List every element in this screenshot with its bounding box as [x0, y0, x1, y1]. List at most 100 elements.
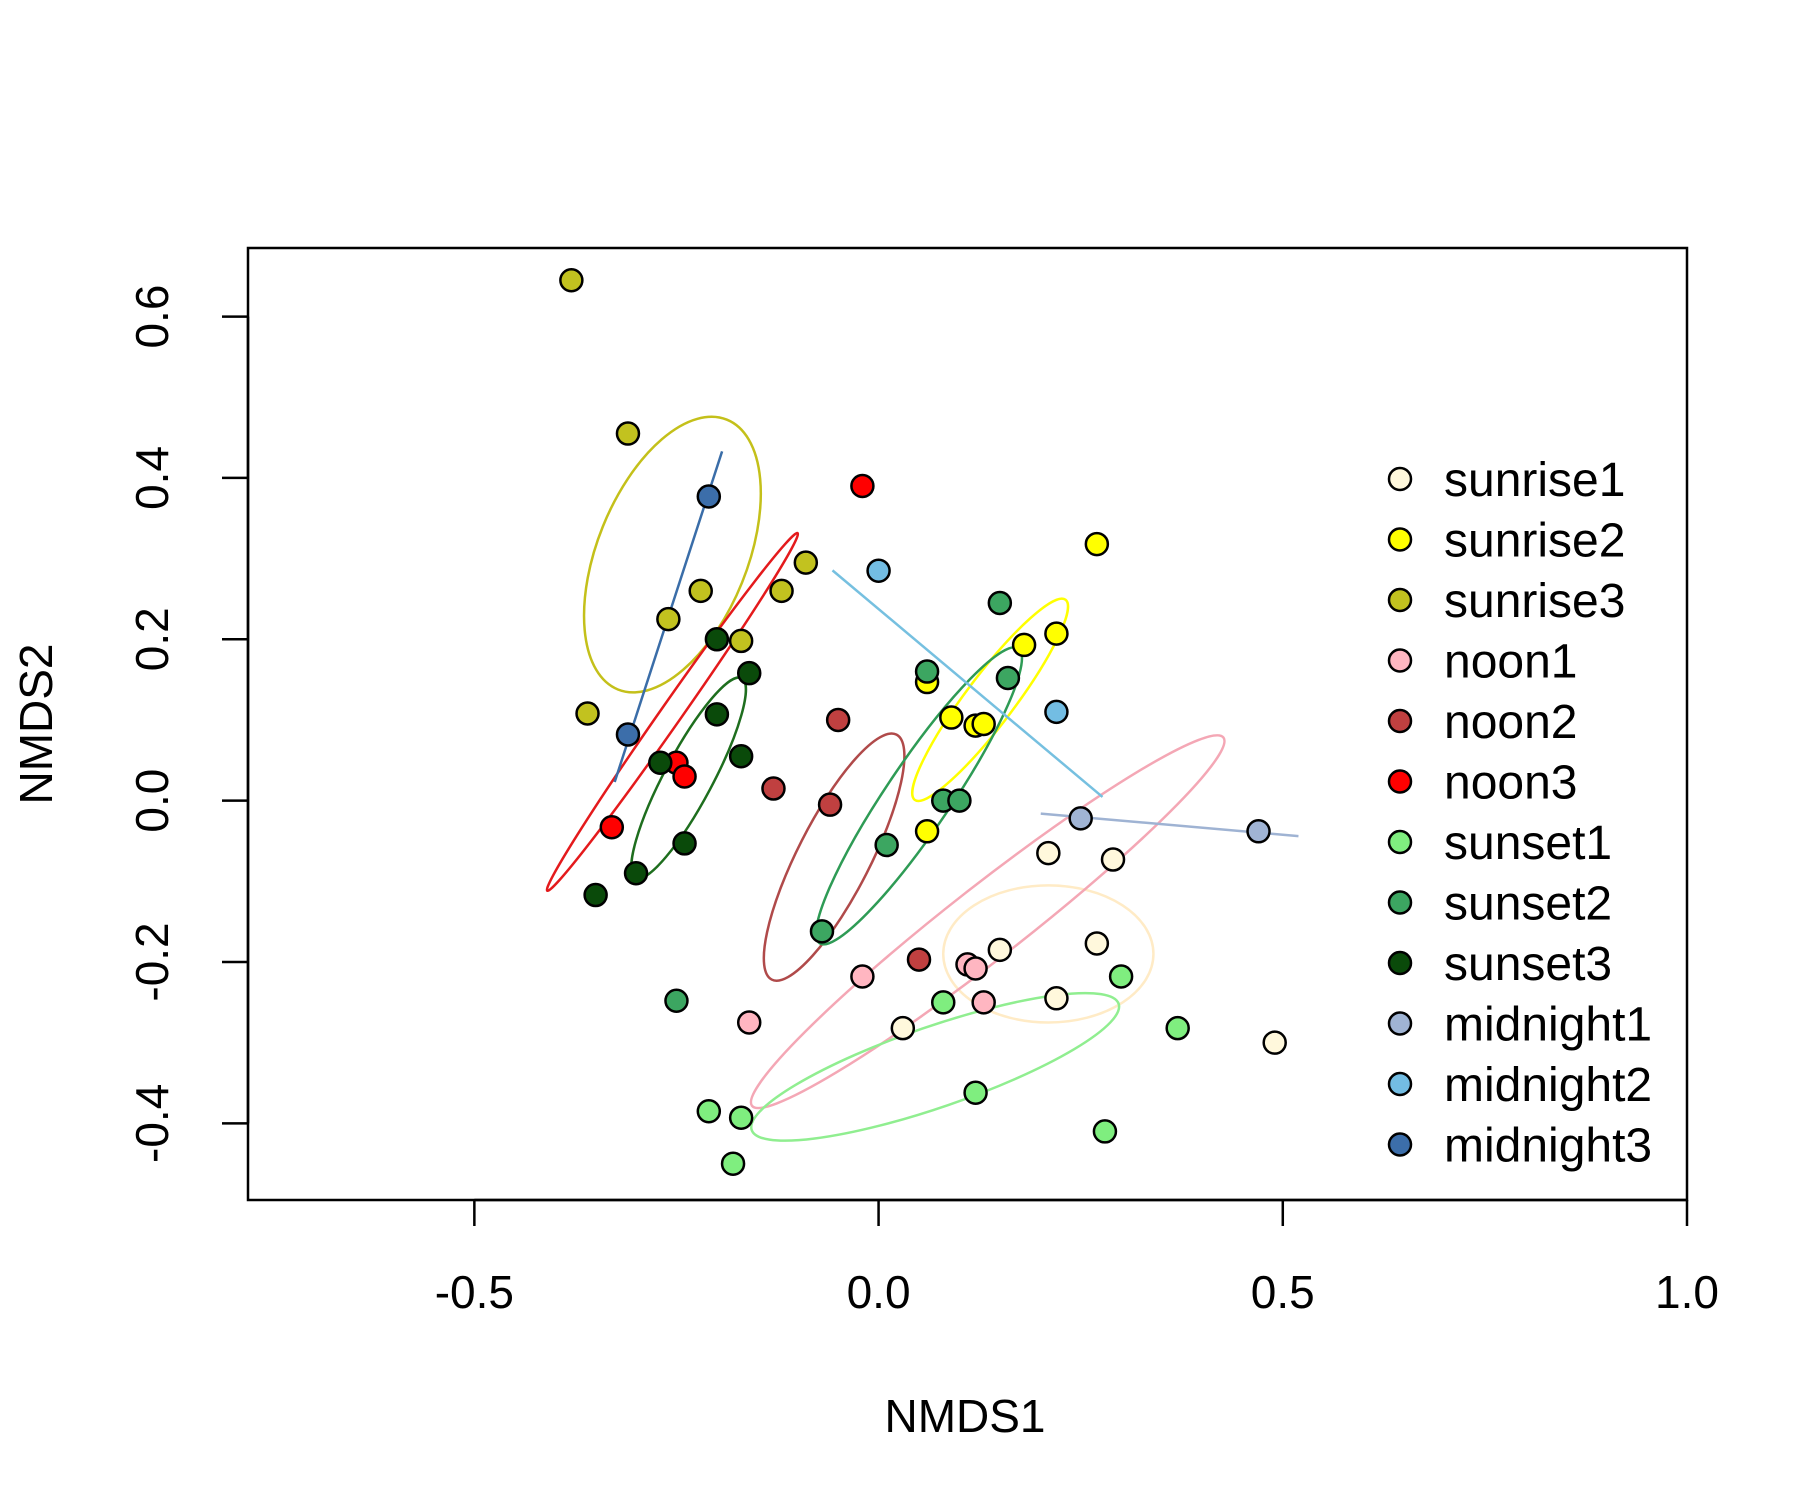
point-sunset3 [704, 702, 730, 727]
legend-label: noon1 [1444, 636, 1577, 689]
legend-item: noon3 [1387, 757, 1577, 810]
point-midnight3 [696, 484, 722, 509]
legend-marker [1387, 769, 1413, 794]
legend-label: sunrise2 [1444, 515, 1625, 568]
legend-marker [1387, 890, 1413, 915]
point-sunrise3 [793, 550, 819, 575]
x-tick-label: 0.0 [847, 1266, 911, 1318]
legend-label: sunset3 [1444, 938, 1612, 991]
ellipse-noon2 [762, 732, 906, 982]
point-noon1 [850, 964, 875, 989]
legend-item: sunset2 [1387, 878, 1612, 931]
legend-item: midnight2 [1387, 1059, 1652, 1112]
ellipse-sunrise1 [941, 884, 1155, 1024]
legend-item: sunset3 [1387, 938, 1612, 991]
point-sunrise3 [656, 606, 681, 632]
point-sunrise3 [688, 578, 713, 604]
point-sunrise1 [987, 937, 1013, 963]
point-noon3 [672, 764, 697, 789]
point-sunset3 [736, 660, 762, 686]
legend-item: midnight3 [1387, 1120, 1652, 1173]
legend-item: sunrise1 [1387, 454, 1625, 507]
point-noon1 [971, 990, 996, 1015]
point-sunrise1 [1036, 840, 1061, 866]
legend-label: midnight3 [1444, 1120, 1652, 1173]
point-sunrise1 [1100, 847, 1126, 872]
point-sunrise2 [971, 711, 996, 737]
legend: sunrise1 sunrise2 sunrise3 noon1 noon2 noon3 s… [1387, 454, 1652, 1173]
point-sunset2 [995, 665, 1021, 691]
point-sunset1 [1108, 964, 1134, 989]
legend-item: noon1 [1387, 636, 1577, 689]
legend-label: sunset2 [1444, 878, 1612, 931]
point-sunrise3 [769, 578, 794, 604]
ellipse-sunset1 [749, 991, 1121, 1142]
point-sunrise1 [1084, 931, 1110, 956]
legend-marker [1387, 1071, 1413, 1097]
point-midnight1 [1068, 806, 1093, 831]
point-sunset3 [648, 750, 673, 775]
legend-item: sunrise3 [1387, 575, 1625, 628]
legend-marker [1387, 708, 1413, 734]
legend-label: noon2 [1444, 696, 1577, 749]
point-sunset1 [963, 1080, 988, 1105]
point-sunset2 [874, 832, 899, 858]
point-noon1 [736, 1010, 762, 1035]
legend-item: sunset1 [1387, 817, 1612, 870]
point-midnight2 [1044, 699, 1069, 725]
x-axis-title: NMDS1 [884, 1390, 1045, 1442]
y-axis-title: NMDS2 [10, 643, 62, 804]
point-sunset1 [720, 1151, 746, 1176]
legend-label: sunrise1 [1444, 454, 1625, 507]
x-tick-label: 0.5 [1251, 1266, 1315, 1318]
legend-label: sunrise3 [1444, 575, 1625, 628]
legend-item: sunrise2 [1387, 515, 1625, 568]
point-sunrise2 [939, 705, 964, 730]
ellipse-midnight2 [831, 569, 1104, 798]
point-sunrise2 [914, 819, 940, 844]
point-midnight1 [1246, 819, 1271, 844]
legend-marker [1387, 466, 1413, 492]
point-noon2 [761, 776, 786, 801]
legend-label: midnight1 [1444, 999, 1652, 1052]
legend-marker [1387, 648, 1413, 673]
ellipse-noon3 [545, 531, 800, 893]
x-axis: -0.5 0.0 0.5 1.0 [435, 1198, 1719, 1318]
point-sunrise2 [1044, 621, 1069, 646]
legend-marker [1387, 950, 1413, 976]
point-sunset1 [1165, 1015, 1190, 1041]
y-axis: -0.4 -0.2 0.0 0.2 0.4 0.6 [126, 285, 250, 1163]
point-sunset2 [809, 919, 835, 944]
y-tick-label: 0.6 [126, 285, 178, 349]
y-tick-label: -0.2 [126, 922, 178, 1001]
legend-marker [1387, 1011, 1413, 1036]
point-sunrise1 [1044, 986, 1069, 1011]
point-noon3 [850, 473, 875, 499]
point-sunrise1 [1262, 1030, 1287, 1055]
point-sunrise3 [728, 628, 754, 654]
legend-item: midnight1 [1387, 999, 1652, 1052]
legend-marker [1387, 829, 1413, 855]
legend-item: noon2 [1387, 696, 1577, 749]
point-sunset3 [728, 744, 754, 769]
point-sunset2 [987, 590, 1013, 616]
point-sunrise3 [575, 701, 600, 726]
ellipse-sunrise3 [582, 415, 763, 694]
point-sunset3 [583, 882, 608, 908]
point-sunset1 [728, 1105, 754, 1130]
point-sunset1 [930, 990, 956, 1015]
point-sunrise1 [890, 1015, 916, 1041]
x-tick-label: -0.5 [435, 1266, 514, 1318]
legend-label: noon3 [1444, 757, 1577, 810]
point-midnight2 [866, 558, 891, 583]
point-sunrise2 [1084, 531, 1110, 557]
y-tick-label: -0.4 [126, 1084, 178, 1163]
point-midnight3 [615, 722, 641, 747]
point-sunset1 [1092, 1119, 1118, 1144]
point-noon2 [906, 947, 932, 972]
y-tick-label: 0.4 [126, 446, 178, 510]
point-sunset2 [914, 659, 940, 684]
point-sunset1 [696, 1099, 722, 1124]
